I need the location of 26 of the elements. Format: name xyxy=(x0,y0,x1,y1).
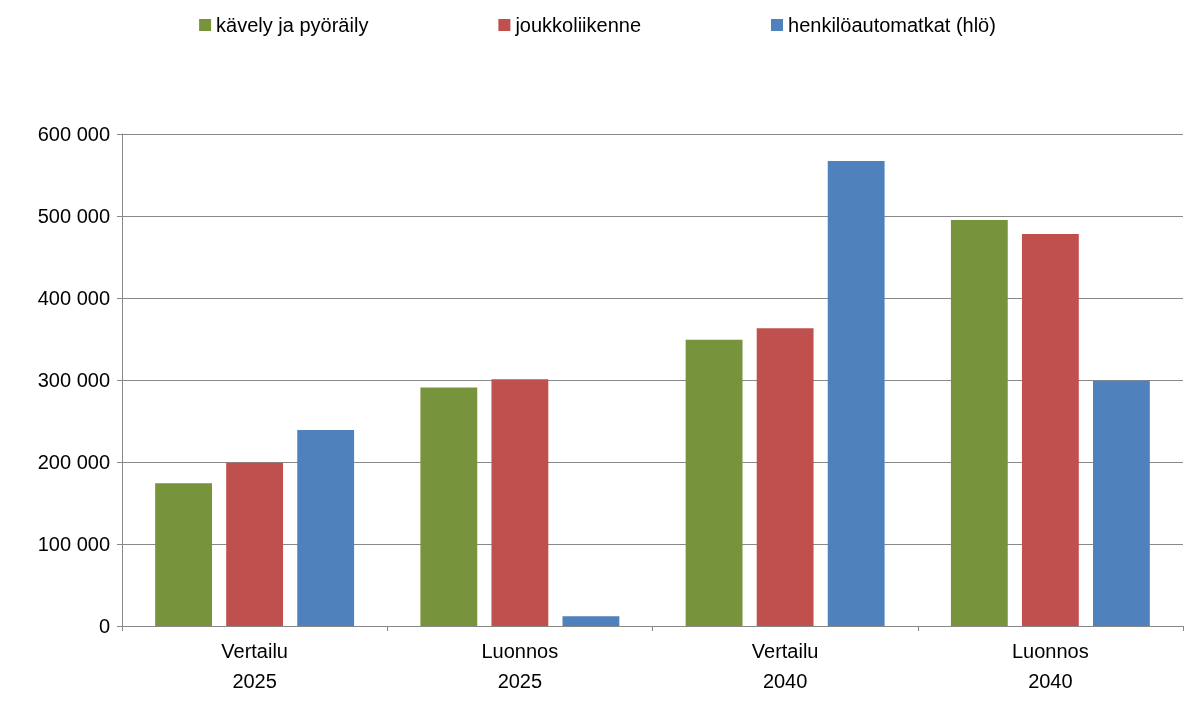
x-tick-label: Luonnos 2025 xyxy=(481,640,559,692)
legend-label: henkilöautomatkat (hlö) xyxy=(788,14,996,36)
y-tick-label: 600 000 xyxy=(37,123,110,145)
legend-label: joukkoliikenne xyxy=(514,14,642,36)
bar xyxy=(827,161,885,626)
bar xyxy=(155,483,212,626)
y-tick-label: 400 000 xyxy=(37,287,110,309)
bar xyxy=(756,328,814,626)
y-tick-label: 200 000 xyxy=(37,451,110,473)
bar xyxy=(226,462,284,626)
bar xyxy=(1093,380,1150,626)
x-tick-label: Vertailu 2025 xyxy=(221,640,288,692)
x-tick-label: Vertailu 2040 xyxy=(751,640,819,692)
bar xyxy=(1021,234,1079,626)
bar xyxy=(297,430,355,626)
legend-label: kävely ja pyöräily xyxy=(216,14,369,36)
y-tick-label: 500 000 xyxy=(37,205,110,227)
bar xyxy=(950,220,1008,626)
y-tick-label: 100 000 xyxy=(37,533,110,555)
y-tick-label: 0 xyxy=(98,615,110,637)
x-tick-label: Luonnos 2040 xyxy=(1012,640,1089,692)
y-tick-label: 300 000 xyxy=(37,369,110,391)
bar xyxy=(685,339,743,626)
bar xyxy=(420,387,478,626)
bar xyxy=(491,379,549,626)
bar xyxy=(562,616,620,626)
